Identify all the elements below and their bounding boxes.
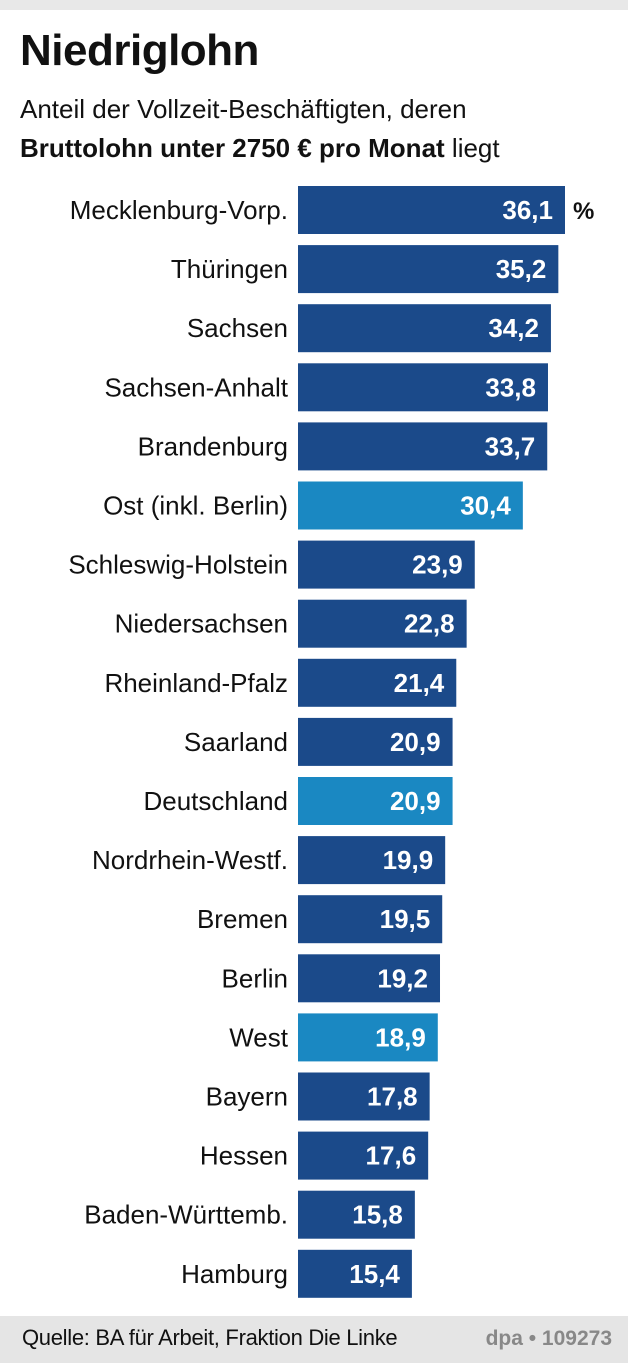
category-label: Hessen [200,1141,288,1171]
category-label: Bayern [206,1082,288,1112]
bar [298,186,565,234]
bar-chart: Mecklenburg-Vorp. 36,1 % Thüringen 35,2 Sachs… [68,186,594,1298]
category-label: Brandenburg [138,431,288,461]
bar [298,422,548,471]
bar [298,954,441,1003]
bar [298,304,551,353]
category-label: Niedersachsen [115,609,288,639]
bar-value-label: 21,4 [394,668,445,698]
subtitle-tail-text: liegt [444,133,500,163]
bar [298,777,453,825]
category-label: Berlin [222,963,288,993]
bar [298,599,467,648]
category-label: Nordrhein-Westf. [92,845,288,875]
category-label: West [229,1022,289,1052]
bar-value-label: 15,4 [349,1259,400,1289]
bar-value-label: 34,2 [488,313,539,343]
bar [298,658,457,707]
category-label: Hamburg [181,1259,288,1289]
bar [298,1072,430,1121]
bar-value-label: 35,2 [496,254,547,284]
category-label: Bremen [197,904,288,934]
bar [298,1190,415,1239]
footer-bar: Quelle: BA für Arbeit, Fraktion Die Link… [0,1316,628,1363]
category-label: Sachsen-Anhalt [104,372,288,402]
chart-title: Niedriglohn [20,26,259,75]
bar-value-label: 33,7 [485,431,536,461]
category-label: Sachsen [187,313,288,343]
category-label: Schleswig-Holstein [68,550,288,580]
bar [298,245,559,294]
bar [298,1131,429,1180]
unit-label: % [573,198,594,225]
bar [298,1013,438,1062]
source-note: Quelle: BA für Arbeit, Fraktion Die Link… [22,1325,398,1350]
bar-value-label: 17,6 [366,1141,417,1171]
bar-value-label: 20,9 [390,727,441,757]
bar-value-label: 23,9 [412,550,463,580]
bar [298,481,523,530]
agency-credit: dpa • 109273 [485,1327,612,1350]
bar [298,836,446,885]
top-strip [0,0,628,10]
bar-value-label: 15,8 [352,1200,403,1230]
bar [298,1249,412,1298]
bar [298,717,453,766]
bar-value-label: 20,9 [390,786,441,816]
category-label: Ost (inkl. Berlin) [103,491,288,521]
category-label: Thüringen [171,254,288,284]
bar [298,895,443,944]
bar-value-label: 30,4 [460,491,511,521]
bar-value-label: 19,5 [380,904,431,934]
bar-value-label: 19,2 [377,963,428,993]
bar [298,363,548,412]
bar-value-label: 36,1 [502,195,553,225]
bar-value-label: 18,9 [375,1022,426,1052]
category-label: Saarland [184,727,288,757]
bar [298,540,475,589]
bar-value-label: 17,8 [367,1082,418,1112]
category-label: Deutschland [143,786,288,816]
chart-subtitle-line1: Anteil der Vollzeit-Beschäftigten, deren [20,94,467,124]
subtitle-bold-text: Bruttolohn unter 2750 € pro Monat [20,133,445,163]
bar-value-label: 22,8 [404,609,455,639]
category-label: Baden-Württemb. [84,1200,288,1230]
chart-subtitle-line2: Bruttolohn unter 2750 € pro Monat liegt [20,133,500,164]
bar-value-label: 19,9 [383,845,434,875]
category-label: Rheinland-Pfalz [104,668,288,698]
bar-value-label: 33,8 [485,372,536,402]
category-label: Mecklenburg-Vorp. [70,195,288,225]
